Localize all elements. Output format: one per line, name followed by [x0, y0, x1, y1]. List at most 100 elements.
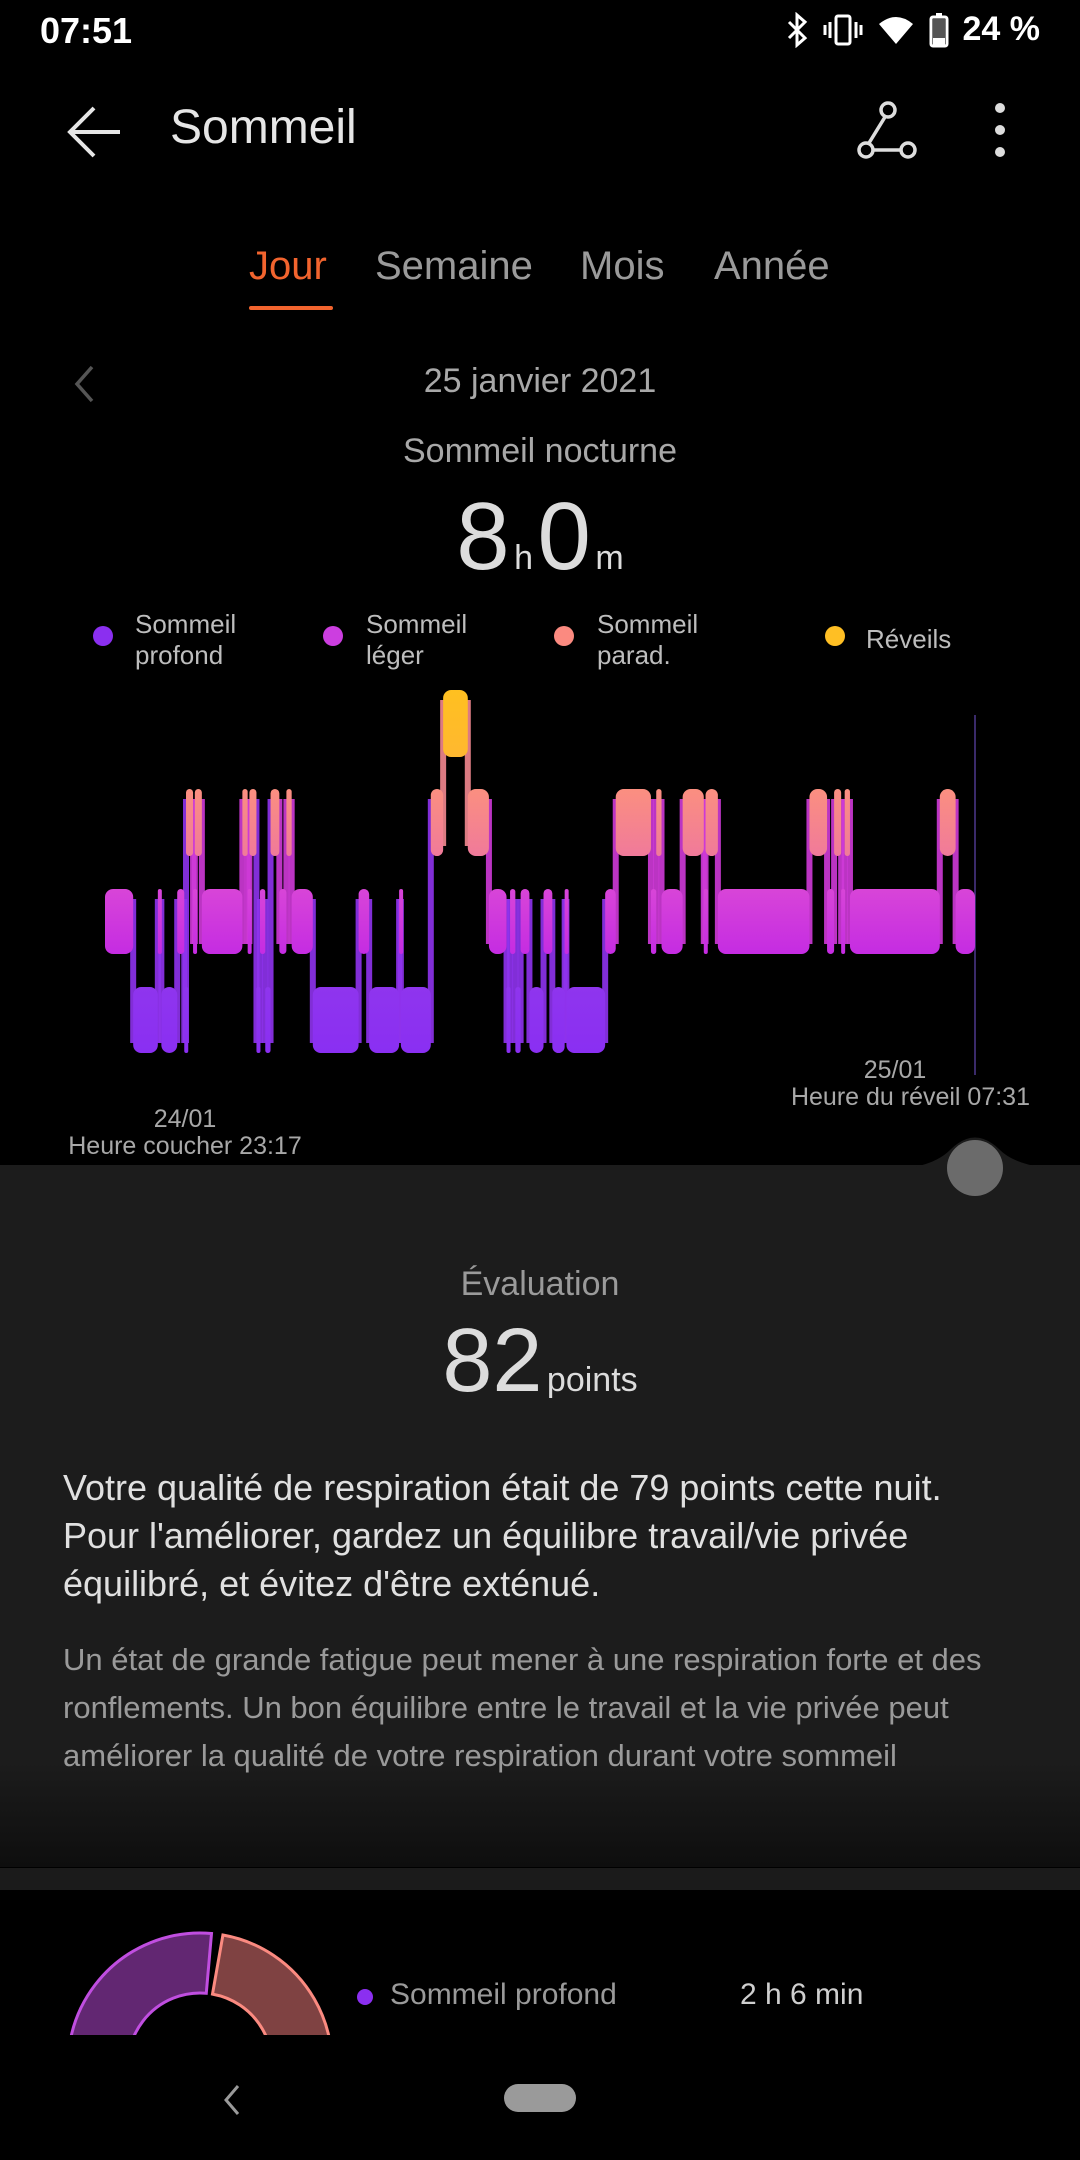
score-value: 82 [442, 1311, 543, 1411]
sleep-duration: 8 h 0 m [0, 482, 1080, 592]
sleep-segment-deep [161, 987, 178, 1053]
legend-dot-icon [554, 626, 574, 646]
stage-transition [936, 799, 943, 944]
stage-transition [563, 899, 570, 1043]
sleep-segment-light [841, 889, 846, 954]
sleep-segment-deep [515, 987, 521, 1053]
advice-detail: Un état de grande fatigue peut mener à u… [63, 1642, 982, 1773]
sleep-segment-rem [844, 789, 850, 856]
sleep-segment-wake [443, 690, 468, 757]
sleep-segment-rem [834, 789, 842, 856]
vibrate-icon [823, 14, 862, 45]
stage-transition [397, 899, 404, 1043]
sleep-segment-light [201, 889, 243, 954]
stage-transition [256, 899, 263, 1043]
minutes-value: 0 [537, 483, 591, 590]
battery-icon [929, 12, 948, 47]
more-vert-icon[interactable] [988, 100, 1012, 160]
sleep-segment-rem [270, 789, 280, 856]
stage-transition [806, 799, 813, 944]
donut-slice-deep [69, 1931, 214, 2035]
sleep-segment-light [827, 889, 835, 954]
sleep-segment-rem [939, 789, 956, 856]
stage-transition [602, 899, 609, 1043]
nav-back-icon[interactable] [222, 2084, 242, 2116]
stage-transition [507, 899, 514, 1043]
stage-transition [540, 899, 547, 1043]
sleep-segment-light [703, 889, 708, 954]
advice-main: Votre qualité de respiration était de 79… [63, 1467, 942, 1604]
sleep-segment-rem [467, 789, 489, 856]
evaluation-label: Évaluation [460, 1265, 620, 1303]
stage-transition [239, 799, 246, 944]
tab-indicator [249, 306, 333, 310]
legend-text: Sommeil [366, 609, 468, 639]
tab-semaine[interactable]: Semaine [375, 244, 533, 288]
tab-annee[interactable]: Année [714, 244, 830, 288]
legend-text: Réveils [866, 624, 952, 654]
stage-transition [549, 899, 556, 1043]
evaluation-panel [0, 1165, 1080, 1867]
sleep-segment-rem [186, 789, 194, 856]
breakdown-value: 2 h 6 min [740, 1978, 864, 2011]
stage-transition [191, 799, 198, 944]
sleep-segment-light [661, 889, 683, 954]
score-unit: points [546, 1361, 638, 1399]
tab-jour[interactable]: Jour [249, 244, 327, 288]
minutes-unit: m [595, 539, 624, 577]
sleep-segment-light [510, 889, 516, 954]
sleep-segment-deep [400, 987, 431, 1053]
sleep-segment-deep [529, 987, 544, 1053]
stage-transition [158, 899, 165, 1043]
stage-transition [440, 700, 447, 846]
status-icons: 24 % [785, 10, 1041, 49]
legend-text: Sommeil [597, 609, 699, 639]
sleep-segment-deep [506, 987, 511, 1053]
sleep-segment-light [543, 889, 553, 954]
stage-transition [512, 899, 519, 1043]
sleep-segment-light [279, 889, 287, 954]
stage-transition [198, 799, 205, 944]
sleep-segment-deep [184, 987, 189, 1053]
battery-percent: 24 % [962, 10, 1041, 48]
stage-transition [130, 899, 137, 1043]
donut-slice-rem [210, 1933, 331, 2035]
stage-transition [824, 799, 831, 944]
stage-transition [503, 899, 510, 1043]
stage-transition [517, 899, 524, 1043]
legend-dot-icon [93, 626, 113, 646]
nav-home-pill[interactable] [504, 2084, 576, 2112]
prev-day-chevron-icon[interactable] [72, 364, 96, 404]
sleep-segment-light [399, 889, 404, 954]
stage-transition [427, 799, 434, 1043]
sleep-segment-deep [312, 987, 359, 1053]
sleep-segment-rem [242, 789, 248, 856]
stage-transition [658, 799, 665, 944]
stage-transition [841, 799, 848, 944]
hours-value: 8 [456, 483, 510, 590]
start-time-label: Heure coucher 23:17 [68, 1132, 302, 1160]
stage-transition [288, 799, 295, 944]
legend-text: parad. [597, 640, 671, 670]
sleep-segment-light [564, 889, 569, 954]
sleep-hypnogram-chart [105, 690, 976, 1075]
stage-transition [366, 899, 373, 1043]
stage-transition [714, 799, 721, 944]
stage-transition [154, 899, 161, 1043]
sleep-segment-deep [369, 987, 400, 1053]
stage-transition [267, 799, 274, 1043]
hours-unit: h [514, 539, 534, 577]
stage-transition [283, 799, 290, 944]
evaluation-score: 82 points [0, 1310, 1080, 1413]
back-arrow-icon[interactable] [64, 104, 124, 160]
legend-dot-icon [825, 626, 845, 646]
slider-handle[interactable] [947, 1140, 1003, 1196]
stage-transition [246, 799, 253, 944]
sleep-segment-rem [286, 789, 292, 856]
sleep-segment-light [717, 889, 810, 954]
sleep-segment-light [358, 889, 370, 954]
tab-mois[interactable]: Mois [580, 244, 665, 288]
sleep-segment-light [955, 889, 975, 954]
share-icon[interactable] [856, 100, 918, 160]
wifi-icon [878, 16, 913, 44]
